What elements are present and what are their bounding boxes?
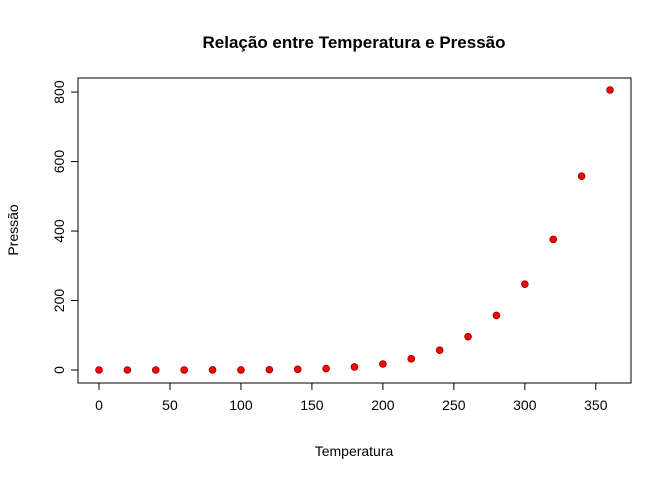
x-tick-label: 300 xyxy=(513,397,537,413)
x-tick-label: 50 xyxy=(162,397,178,413)
data-points xyxy=(95,86,614,374)
chart-title: Relação entre Temperatura e Pressão xyxy=(203,33,506,52)
plot-box xyxy=(77,77,632,384)
data-point xyxy=(521,280,529,288)
data-point xyxy=(180,366,188,374)
data-point xyxy=(123,366,132,374)
data-point xyxy=(549,235,558,244)
y-tick-label: 0 xyxy=(51,366,67,374)
data-point xyxy=(151,366,160,374)
data-point xyxy=(435,346,444,354)
y-tick-label: 600 xyxy=(51,150,67,174)
data-point xyxy=(492,311,501,320)
x-tick-label: 350 xyxy=(584,397,608,413)
y-axis: 0 200 400 600 800 xyxy=(51,80,78,374)
x-tick-label: 150 xyxy=(300,397,324,413)
data-point xyxy=(237,366,245,374)
x-tick-label: 200 xyxy=(371,397,395,413)
x-axis: 0 50 100 150 200 250 300 350 xyxy=(95,383,608,413)
data-point xyxy=(606,86,614,94)
data-point xyxy=(350,363,359,371)
data-point xyxy=(407,355,416,363)
data-point xyxy=(208,366,217,374)
x-tick-label: 250 xyxy=(442,397,466,413)
plot-frame xyxy=(77,77,632,384)
data-point xyxy=(293,365,302,374)
data-point xyxy=(322,364,330,373)
data-point xyxy=(577,172,586,180)
x-tick-label: 100 xyxy=(229,397,253,413)
y-tick-label: 800 xyxy=(51,80,67,104)
data-point xyxy=(265,365,274,374)
y-tick-label: 200 xyxy=(51,289,67,313)
x-axis-label: Temperatura xyxy=(315,443,394,459)
data-point xyxy=(379,360,387,368)
data-point xyxy=(464,332,472,341)
y-tick-label: 400 xyxy=(51,219,67,243)
y-axis-label: Pressão xyxy=(5,204,21,256)
data-point xyxy=(95,366,103,374)
x-tick-label: 0 xyxy=(95,397,103,413)
